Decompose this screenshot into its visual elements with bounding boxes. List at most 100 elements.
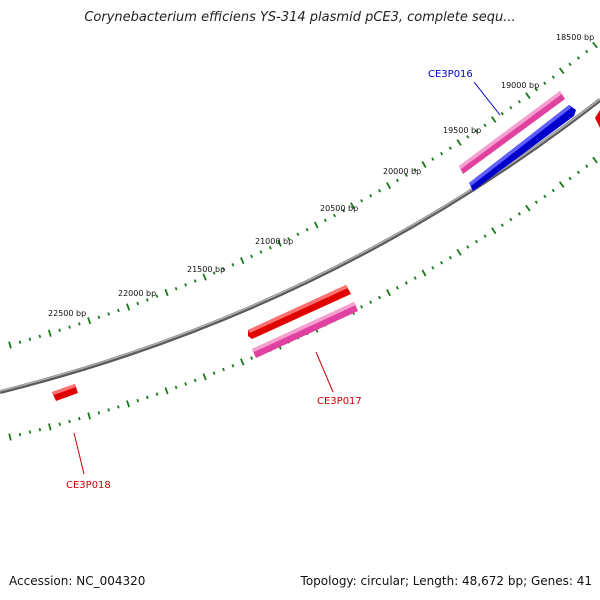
ruler-tick: [509, 217, 513, 222]
ruler-tick: [117, 308, 120, 313]
ruler-tick: [117, 405, 120, 409]
ruler-tick: [378, 295, 382, 300]
ruler-tick: [97, 315, 101, 320]
ruler-tick: [107, 408, 110, 412]
inner-tick-ring: [8, 156, 598, 441]
ruler-tick: [212, 371, 216, 375]
ruler-labels: 18500 bp 19000 bp 19500 bp 20000 bp 20500 bp…: [48, 33, 594, 318]
ruler-tick: [18, 432, 22, 437]
ruler-tick: [78, 416, 81, 421]
plasmid-backbone: [0, 98, 600, 394]
ruler-tick: [193, 378, 197, 383]
gene-feature-edge-red[interactable]: [595, 110, 600, 128]
ruler-tick: [68, 325, 71, 329]
ruler-tick: [296, 232, 300, 237]
ruler-label: 20000 bp: [383, 167, 421, 176]
ruler-tick: [474, 239, 478, 244]
ruler-tick: [268, 245, 272, 250]
ruler-label: 18500 bp: [556, 33, 594, 42]
leader-line-cE3P016: [473, 81, 501, 116]
ruler-label: 20500 bp: [320, 204, 358, 213]
ruler-tick: [87, 412, 91, 420]
ruler-tick: [585, 164, 589, 168]
plasmid-backbone-highlight: [0, 98, 600, 392]
map-title: Corynebacterium efficiens YS-314 plasmid…: [84, 10, 516, 25]
ruler-tick: [490, 116, 497, 123]
ruler-tick: [568, 62, 572, 67]
ruler-tick: [164, 288, 169, 297]
ruler-label: 21000 bp: [255, 237, 293, 246]
ruler-tick: [386, 182, 392, 190]
gene-label-cE3P018[interactable]: CE3P018: [66, 480, 111, 491]
ruler-tick: [212, 271, 216, 275]
ruler-tick: [313, 221, 319, 229]
ruler-tick: [97, 411, 101, 415]
ruler-tick: [558, 181, 565, 188]
ruler-tick: [576, 170, 581, 175]
ruler-tick: [126, 303, 131, 311]
ruler-tick: [551, 75, 555, 79]
gene-label-cE3P017[interactable]: CE3P017: [317, 396, 362, 407]
gene-label-cE3P016[interactable]: CE3P016: [428, 69, 473, 80]
ruler-tick: [483, 123, 487, 128]
ruler-tick: [517, 212, 521, 216]
ruler-tick: [250, 356, 254, 360]
ruler-tick: [277, 239, 282, 247]
ruler-tick: [466, 135, 470, 139]
ruler-tick: [184, 382, 188, 386]
gene-feature-pink-middle[interactable]: [252, 302, 358, 358]
leader-line-cE3P018: [73, 432, 85, 475]
ruler-tick: [483, 234, 487, 238]
ruler-tick: [145, 298, 149, 302]
ruler-tick: [155, 392, 159, 396]
ruler-tick: [146, 395, 149, 400]
ruler-tick: [440, 151, 444, 156]
ruler-tick: [360, 305, 364, 309]
ruler-tick: [155, 294, 159, 298]
ruler-label: 19000 bp: [501, 81, 539, 90]
ruler-tick: [323, 218, 327, 223]
ruler-tick: [222, 267, 225, 271]
ruler-tick: [58, 422, 61, 426]
outer-tick-ring: [8, 41, 598, 349]
ruler-tick: [568, 176, 572, 181]
ruler-tick: [250, 254, 254, 259]
ruler-tick: [107, 312, 111, 316]
ruler-tick: [474, 129, 479, 133]
ruler-tick: [287, 237, 291, 241]
ruler-tick: [534, 87, 539, 92]
ruler-tick: [491, 227, 497, 235]
gene-feature-cE3P018[interactable]: [52, 384, 78, 401]
gene-feature-pink-upper[interactable]: [459, 91, 565, 174]
ruler-tick: [68, 419, 71, 424]
ruler-tick: [78, 322, 81, 326]
ruler-tick: [239, 257, 245, 265]
ruler-tick: [8, 433, 12, 441]
ruler-tick: [87, 317, 92, 325]
ruler-tick: [517, 99, 521, 104]
ruler-tick: [47, 329, 52, 337]
ruler-tick: [240, 358, 245, 366]
ruler-tick: [193, 279, 197, 283]
ruler-tick: [174, 385, 178, 390]
ruler-tick: [259, 250, 263, 254]
ruler-tick: [38, 334, 42, 338]
ruler-tick: [592, 41, 598, 49]
ruler-tick: [360, 199, 364, 203]
ruler-tick: [413, 276, 417, 280]
ruler-tick: [126, 400, 130, 408]
ruler-tick: [534, 200, 538, 205]
ruler-tick: [395, 286, 399, 290]
ruler-tick: [184, 283, 188, 287]
ruler-tick: [136, 398, 140, 403]
ruler-label: 22000 bp: [118, 289, 156, 298]
ruler-tick: [431, 266, 435, 270]
ruler-tick: [18, 340, 22, 344]
ruler-label: 22500 bp: [48, 309, 86, 318]
gene-feature-cE3P017[interactable]: [248, 285, 351, 339]
ruler-tick: [342, 208, 346, 213]
ruler-tick: [404, 281, 408, 285]
gene-feature-cE3P016[interactable]: [469, 105, 576, 191]
ruler-tick: [448, 255, 452, 260]
